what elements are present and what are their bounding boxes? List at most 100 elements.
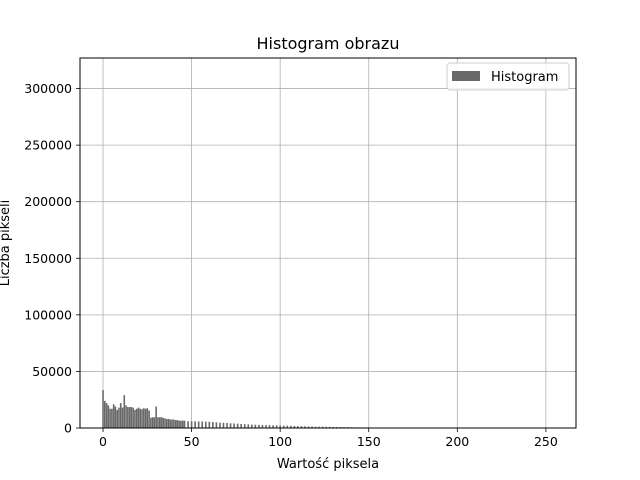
histogram-bar bbox=[212, 422, 214, 428]
x-tick-label: 100 bbox=[268, 434, 292, 449]
histogram-bar bbox=[265, 425, 267, 428]
histogram-bar bbox=[107, 405, 110, 428]
x-tick-label: 200 bbox=[445, 434, 469, 449]
chart-title: Histogram obrazu bbox=[257, 34, 400, 53]
histogram-bar bbox=[293, 425, 296, 428]
histogram-bar bbox=[104, 400, 106, 428]
histogram-bar bbox=[139, 408, 142, 428]
histogram-bar bbox=[190, 421, 193, 428]
histogram-bar bbox=[116, 409, 118, 428]
histogram-bar bbox=[119, 403, 122, 428]
histogram-bar bbox=[215, 422, 218, 428]
histogram-bar bbox=[160, 417, 163, 428]
y-tick-label: 50000 bbox=[32, 364, 72, 379]
histogram-bar bbox=[141, 409, 143, 428]
histogram-bar bbox=[300, 426, 303, 428]
histogram-bar bbox=[236, 423, 239, 428]
histogram-bar bbox=[125, 405, 127, 428]
histogram-bar bbox=[187, 421, 189, 428]
histogram-bar bbox=[132, 407, 134, 428]
histogram-bar bbox=[174, 420, 177, 428]
histogram-bar bbox=[194, 421, 196, 428]
histogram-bar bbox=[135, 408, 138, 428]
x-axis-label: Wartość piksela bbox=[277, 457, 379, 472]
histogram-bar bbox=[109, 408, 111, 428]
histogram-bar bbox=[321, 426, 324, 428]
histogram-bar bbox=[183, 420, 186, 428]
histogram-bar bbox=[158, 417, 161, 428]
histogram-bar bbox=[247, 424, 250, 428]
histogram-bar bbox=[251, 424, 253, 428]
histogram-bar bbox=[178, 420, 180, 428]
histogram-bar bbox=[268, 425, 271, 428]
histogram-bar bbox=[279, 425, 281, 428]
histogram-bar bbox=[240, 423, 242, 428]
histogram-bar bbox=[146, 408, 149, 428]
histogram-bar bbox=[219, 422, 221, 428]
histogram-bar bbox=[297, 426, 299, 428]
histogram-bar bbox=[208, 421, 211, 428]
histogram-bar bbox=[336, 426, 338, 428]
histogram-bar bbox=[123, 395, 126, 428]
histogram-bar bbox=[128, 407, 131, 428]
histogram-bar bbox=[286, 425, 289, 428]
histogram-bar bbox=[137, 407, 140, 428]
histogram-bar bbox=[105, 403, 108, 428]
histogram-bar bbox=[153, 417, 156, 428]
histogram-bar bbox=[304, 426, 306, 428]
histogram-bar bbox=[162, 417, 165, 428]
histogram-bar bbox=[134, 409, 136, 428]
histogram-bar bbox=[282, 425, 285, 428]
legend: Histogram bbox=[446, 62, 570, 91]
histogram-bar bbox=[222, 422, 225, 428]
histogram-bar bbox=[102, 390, 104, 428]
y-tick-label: 250000 bbox=[24, 138, 72, 153]
histogram-bar bbox=[176, 420, 179, 428]
legend-swatch bbox=[452, 71, 480, 81]
legend-frame bbox=[446, 62, 570, 91]
histogram-bar bbox=[261, 424, 264, 428]
x-tick-label: 250 bbox=[534, 434, 558, 449]
histogram-bar bbox=[314, 426, 317, 428]
histogram-bar bbox=[151, 417, 154, 428]
histogram-bar bbox=[112, 404, 115, 428]
y-tick-label: 0 bbox=[64, 421, 72, 436]
histogram-bar bbox=[144, 408, 147, 428]
histogram-bar bbox=[173, 419, 175, 428]
x-tick-label: 50 bbox=[184, 434, 200, 449]
histogram-bar bbox=[226, 423, 228, 428]
plot-frame bbox=[79, 57, 577, 429]
histogram-bar bbox=[150, 417, 152, 428]
histogram-bar bbox=[171, 419, 173, 428]
histogram-bar bbox=[155, 406, 157, 428]
histogram-bar bbox=[167, 418, 170, 428]
histogram-bar bbox=[130, 407, 133, 428]
histogram-bar bbox=[243, 424, 246, 428]
histogram-bar bbox=[311, 426, 313, 428]
histogram-bar bbox=[328, 426, 331, 428]
histogram-bar bbox=[169, 419, 172, 428]
y-tick-label: 150000 bbox=[24, 251, 72, 266]
x-tick-label: 0 bbox=[99, 434, 107, 449]
histogram-bar bbox=[233, 423, 235, 428]
histogram-bar bbox=[318, 426, 320, 428]
histogram-bar bbox=[254, 424, 257, 428]
plot-area bbox=[80, 58, 576, 428]
histogram-bar bbox=[332, 426, 335, 428]
y-tick-label: 300000 bbox=[24, 81, 72, 96]
histogram-bar bbox=[114, 406, 117, 428]
histogram-bar bbox=[307, 426, 310, 428]
histogram-bar bbox=[201, 421, 204, 428]
histogram-bar bbox=[275, 425, 278, 428]
histogram-bar bbox=[272, 425, 274, 428]
histogram-bar bbox=[290, 425, 292, 428]
histogram-bar bbox=[325, 426, 328, 428]
histogram-bar bbox=[180, 420, 182, 428]
histogram-bar bbox=[121, 407, 124, 428]
histogram-bar bbox=[258, 424, 260, 428]
histogram-bar bbox=[148, 410, 150, 428]
legend-label: Histogram bbox=[491, 70, 558, 85]
histogram-bar bbox=[197, 421, 200, 428]
histogram-bar bbox=[164, 418, 166, 428]
